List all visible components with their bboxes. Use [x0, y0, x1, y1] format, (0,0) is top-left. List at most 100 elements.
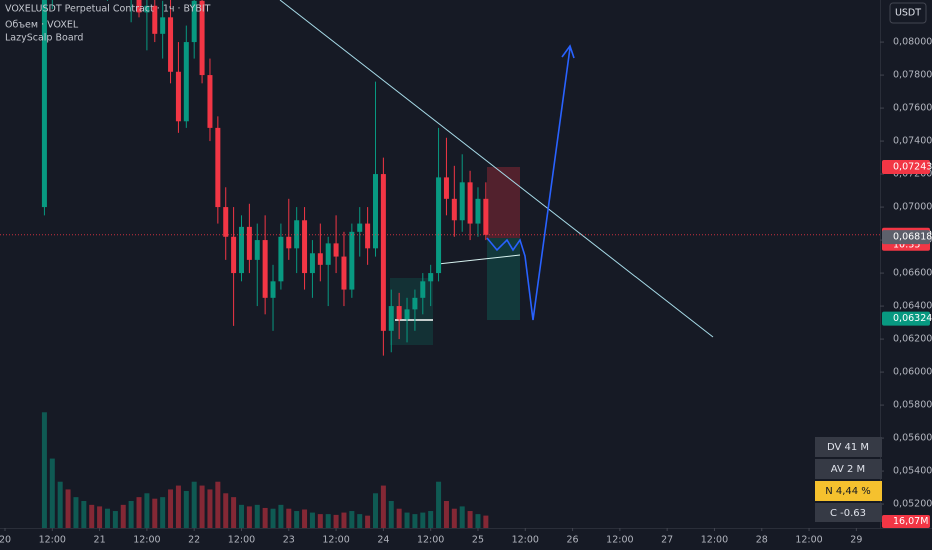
- x-tick-label: 12:00: [133, 535, 160, 546]
- candle-body: [199, 0, 205, 76]
- candle-body: [451, 198, 457, 221]
- projection-path: [486, 47, 571, 321]
- candle-body: [349, 231, 355, 290]
- candle-body: [223, 207, 229, 237]
- x-tick-label: 12:00: [795, 535, 822, 546]
- x-tick-label: 12:00: [512, 535, 539, 546]
- y-tick-label: 0,07800: [893, 70, 932, 81]
- volume-bar: [128, 501, 134, 528]
- volume-bar: [388, 501, 394, 528]
- board-av: AV 2 M: [831, 464, 865, 475]
- candle-body: [302, 220, 308, 274]
- candle-body: [160, 17, 166, 34]
- board-dv: DV 41 M: [827, 442, 869, 453]
- volume-bar: [73, 497, 79, 528]
- y-tick-label: 0,07400: [893, 136, 932, 147]
- price-label: 0,06324: [893, 313, 932, 324]
- board-c: C -0.63: [830, 508, 866, 519]
- currency-label[interactable]: USDT: [895, 8, 921, 19]
- volume-bar: [160, 497, 166, 528]
- board-n: N 4,44 %: [825, 486, 871, 497]
- x-tick-label: 12:00: [701, 535, 728, 546]
- volume-bar: [286, 508, 292, 528]
- candle-body: [286, 236, 292, 249]
- candle-body: [325, 243, 331, 265]
- volume-bar: [451, 508, 457, 528]
- volume-bar: [443, 501, 449, 528]
- volume-bar: [168, 489, 174, 528]
- candle-body: [357, 223, 363, 232]
- candle-body: [341, 256, 347, 290]
- x-tick-label: 12:00: [417, 535, 444, 546]
- volume-bar: [246, 506, 252, 528]
- trendline: [279, 0, 714, 338]
- volume-layer: [41, 412, 489, 528]
- volume-bar: [175, 485, 181, 528]
- candle-body: [136, 0, 142, 13]
- x-tick-label: 20: [0, 535, 11, 546]
- volume-bar: [459, 506, 465, 528]
- candle-layer: [41, 0, 489, 356]
- volume-bar: [317, 514, 323, 528]
- x-tick-label: 22: [188, 535, 200, 546]
- volume-bar: [215, 481, 221, 528]
- currency-button[interactable]: [889, 2, 927, 24]
- board-row: [815, 503, 882, 522]
- volume-bar: [357, 514, 363, 528]
- y-tick-label: 0,05200: [893, 499, 932, 510]
- volume-bar: [436, 481, 442, 528]
- projection-arrow: [561, 44, 575, 59]
- stop-zone: [487, 167, 520, 238]
- candle-body: [183, 42, 189, 122]
- candle-body: [428, 273, 434, 282]
- x-tick-label: 12:00: [39, 535, 66, 546]
- candle-body: [388, 306, 394, 331]
- volume-bar: [420, 512, 426, 528]
- candle-body: [246, 226, 252, 260]
- y-tick-label: 0,05600: [893, 433, 932, 444]
- countdown: 10:35: [893, 239, 920, 250]
- volume-bar: [483, 515, 489, 528]
- volume-bar: [404, 512, 410, 528]
- candle-body: [372, 174, 378, 249]
- x-tick-label: 25: [472, 535, 484, 546]
- candle-body: [262, 240, 268, 298]
- volume-bar: [112, 511, 118, 528]
- volume-bar: [278, 504, 284, 528]
- x-tick-label: 21: [94, 535, 106, 546]
- y-tick-label: 0,06000: [893, 367, 932, 378]
- volume-bar: [104, 508, 110, 528]
- candle-body: [294, 220, 300, 249]
- volume-bar: [428, 511, 434, 528]
- y-tick-label: 0,07000: [893, 202, 932, 213]
- volume-bar: [199, 485, 205, 528]
- target-zone: [487, 238, 520, 320]
- volume-bar: [254, 504, 260, 528]
- volume-bar: [372, 493, 378, 528]
- volume-bar: [231, 497, 237, 528]
- volume-bar: [57, 481, 63, 528]
- candle-body: [443, 177, 449, 199]
- y-tick-label: 0,06600: [893, 268, 932, 279]
- volume-bar: [325, 514, 331, 528]
- candle-body: [41, 0, 47, 208]
- volume-bar: [152, 498, 158, 528]
- candle-body: [309, 253, 315, 274]
- candle-body: [420, 281, 426, 298]
- zone-box: [390, 278, 433, 345]
- volume-bar: [238, 504, 244, 528]
- x-tick-label: 27: [661, 535, 673, 546]
- x-tick-label: 24: [377, 535, 389, 546]
- candle-body: [436, 177, 442, 274]
- candle-body: [459, 182, 465, 221]
- x-tick-label: 12:00: [606, 535, 633, 546]
- candle-body: [231, 236, 237, 274]
- y-tick-label: 0,05400: [893, 466, 932, 477]
- symbol-title: VOXELUSDT Perpetual Contract · 1ч · BYBI…: [5, 4, 211, 15]
- y-tick-label: 0,08000: [893, 37, 932, 48]
- y-tick-label: 0,07200: [893, 169, 932, 180]
- support-line: [437, 254, 521, 265]
- price-label-box: [882, 159, 930, 174]
- x-tick-label: 29: [850, 535, 862, 546]
